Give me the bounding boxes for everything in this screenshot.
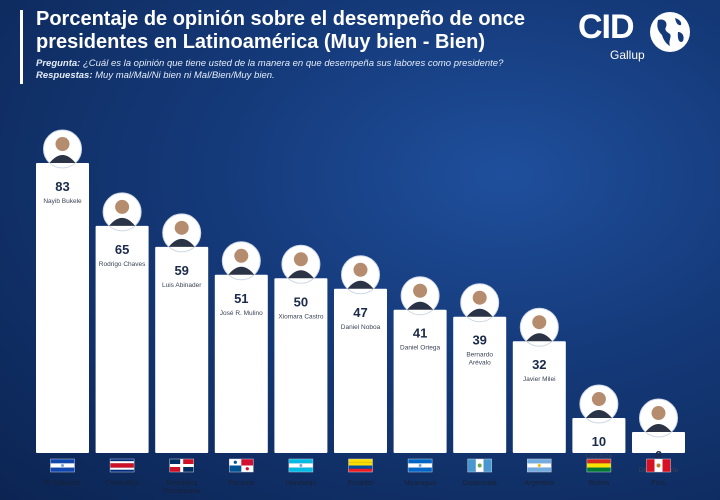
bar-group: 50 Xiomara Castro (274, 244, 328, 453)
title-accent-bar (20, 10, 23, 84)
country-label: Honduras (286, 480, 317, 487)
bar-group: 51 José R. Mulino (214, 241, 268, 453)
president-name: José R. Mulino (220, 310, 263, 317)
peru-flag (646, 458, 671, 473)
bar (214, 274, 268, 453)
avatar-shoulders (347, 280, 374, 289)
value-label: 50 (294, 294, 308, 309)
value-label: 65 (115, 242, 129, 257)
value-label: 47 (353, 305, 367, 320)
avatar-head (353, 262, 368, 277)
ecuador-flag (348, 458, 373, 473)
country-label: Ecuador (347, 480, 374, 487)
bar-group: 32 Javier Milei (512, 307, 566, 453)
question-label: Pregunta: (36, 58, 81, 69)
bar (632, 432, 685, 453)
avatar-head (55, 137, 70, 151)
avatar-head (293, 252, 308, 267)
bar (572, 418, 626, 453)
value-label: 51 (234, 291, 248, 306)
country-label: Guatemala (463, 480, 497, 487)
country-label: Bolivia (589, 480, 610, 487)
country-label: Perú (651, 480, 666, 487)
answers-label: Respuestas: (36, 70, 93, 81)
panama-flag (229, 458, 254, 473)
argentina-flag (527, 458, 552, 473)
dominican-republic-flag (169, 458, 194, 473)
avatar-shoulders (49, 155, 76, 163)
avatar-shoulders (109, 217, 136, 226)
bar (393, 309, 447, 453)
costa-rica-flag (109, 458, 135, 473)
avatar-head (413, 283, 428, 298)
guatemala-flag (467, 458, 492, 473)
avatar-shoulders (228, 266, 255, 275)
president-name: Xiomara Castro (278, 313, 324, 320)
avatar-shoulders (407, 301, 434, 310)
avatar-head (174, 220, 189, 235)
question-body: ¿Cuál es la opinión que tiene usted de l… (82, 58, 504, 69)
value-label: 6 (655, 448, 662, 463)
bar-group: 65 Rodrigo Chaves (95, 192, 149, 453)
avatar-head (532, 315, 547, 330)
bar (274, 278, 328, 453)
avatar-head (115, 199, 130, 214)
globe-icon (650, 12, 690, 52)
avatar-head (591, 392, 606, 407)
bar-group: 10 Luis Arce (572, 384, 626, 460)
avatar-shoulders (585, 410, 612, 419)
chart-title: Porcentaje de opinión sobre el desempeño… (36, 8, 526, 53)
country-label: Nicaragua (404, 480, 436, 487)
value-label: 32 (532, 357, 546, 372)
bar-group: 47 Daniel Noboa (334, 255, 387, 453)
logo-sub-text: Gallup (610, 48, 645, 62)
country-label: El Salvador (45, 480, 81, 487)
value-label: 83 (55, 179, 69, 194)
country-label: Republica Dominicana (163, 480, 200, 495)
avatar-head (651, 406, 666, 421)
honduras-flag (288, 458, 314, 473)
value-label: 39 (472, 333, 486, 348)
president-name: Bernardo Arévalo (466, 352, 493, 367)
value-label: 10 (592, 434, 606, 449)
president-name: Luis Abinader (162, 282, 202, 289)
bar-group: 83 Nayib Bukele (36, 129, 89, 453)
bar (95, 225, 149, 453)
answers-body: Muy mal/Mal/Ni bien ni Mal/Bien/Muy bien… (95, 70, 275, 81)
avatar-shoulders (526, 333, 553, 342)
president-name: Rodrigo Chaves (99, 261, 146, 268)
president-name: Luis Arce (586, 453, 613, 460)
avatar-shoulders (287, 270, 314, 279)
avatar-head (472, 290, 487, 305)
bar (512, 341, 566, 453)
bolivia-flag (586, 458, 612, 473)
country-label: Argentina (524, 480, 554, 487)
president-name: Nayib Bukele (43, 198, 82, 205)
bar (453, 316, 507, 453)
country-label: Panamá (228, 480, 254, 487)
value-label: 59 (174, 263, 188, 278)
logo-main-text: CID (578, 8, 635, 46)
bar-group: 39 Bernardo Arévalo (453, 283, 507, 453)
president-name: Javier Milei (523, 376, 556, 383)
avatar-head (234, 248, 249, 263)
president-name: Daniel Noboa (341, 324, 381, 331)
bar (36, 163, 89, 453)
nicaragua-flag (407, 458, 433, 473)
avatar-shoulders (466, 308, 493, 317)
avatar-shoulders (645, 424, 672, 433)
el-salvador-flag (50, 458, 75, 473)
avatar-shoulders (168, 238, 195, 247)
bar-group: 41 Daniel Ortega (393, 276, 447, 453)
question-text: Pregunta: ¿Cuál es la opinión que tiene … (36, 58, 506, 82)
value-label: 41 (413, 326, 427, 341)
president-name: Daniel Ortega (400, 345, 440, 352)
bar-group: 59 Luis Abinader (155, 213, 209, 453)
bar (155, 246, 209, 453)
country-label: Costa Rica (105, 480, 139, 487)
cid-gallup-logo: CID Gallup (578, 8, 698, 68)
bar (334, 288, 387, 453)
